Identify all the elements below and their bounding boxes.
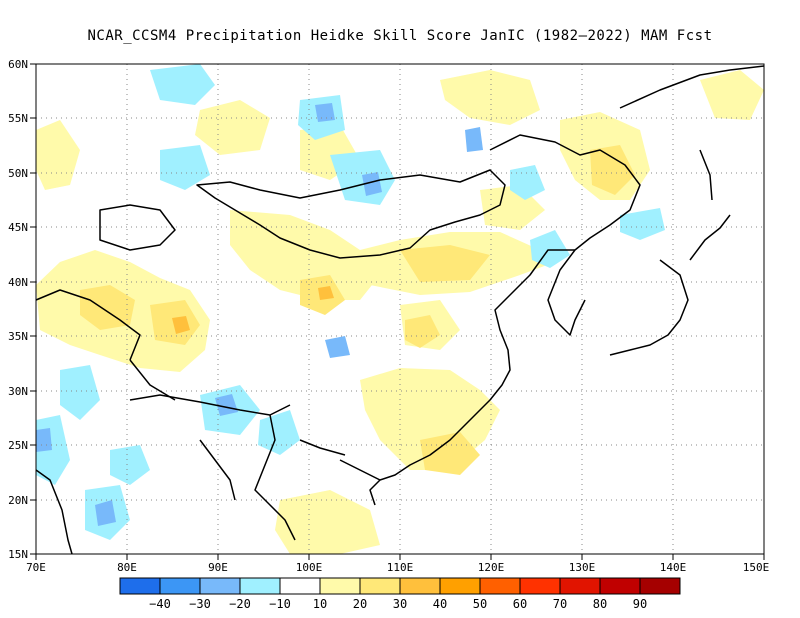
colorbar-swatch [480,578,520,594]
lat-label: 30N [8,385,28,398]
lat-label: 60N [8,58,28,71]
lon-label: 140E [660,561,687,574]
colorbar-label: −40 [149,597,171,611]
colorbar-label: 80 [593,597,607,611]
lon-label: 80E [117,561,137,574]
map-title: NCAR_CCSM4 Precipitation Heidke Skill Sc… [87,28,713,44]
colorbar-swatch [240,578,280,594]
colorbar-swatch [320,578,360,594]
colorbar-swatch [160,578,200,594]
lat-label: 45N [8,221,28,234]
colorbar-label: 30 [393,597,407,611]
colorbar-label: 60 [513,597,527,611]
colorbar-label: 90 [633,597,647,611]
colorbar-swatch [600,578,640,594]
colorbar-label: 20 [353,597,367,611]
colorbar-swatch [360,578,400,594]
colorbar-label: 70 [553,597,567,611]
lon-label: 100E [296,561,323,574]
colorbar-label: 50 [473,597,487,611]
colorbar-swatch [400,578,440,594]
colorbar-swatch [440,578,480,594]
latitude-labels: 15N 20N 25N 30N 35N 40N 45N 50N 55N 60N [8,58,28,561]
lon-label: 130E [569,561,596,574]
colorbar-swatch [120,578,160,594]
lat-label: 15N [8,548,28,561]
colorbar-swatch [280,578,320,594]
colorbar: −40 −30 −20 −10 10 20 30 40 50 60 70 80 … [119,577,681,611]
lat-label: 50N [8,167,28,180]
lon-label: 70E [26,561,46,574]
lat-label: 40N [8,276,28,289]
lon-label: 120E [478,561,505,574]
lat-label: 25N [8,439,28,452]
colorbar-swatch [200,578,240,594]
colorbar-swatch [640,578,680,594]
colorbar-label: 40 [433,597,447,611]
axis-ticks [30,63,765,560]
longitude-labels: 70E 80E 90E 100E 110E 120E 130E 140E 150… [26,561,769,574]
lat-label: 20N [8,494,28,507]
colorbar-swatch [560,578,600,594]
lat-label: 55N [8,112,28,125]
colorbar-label: 10 [313,597,327,611]
lon-label: 110E [387,561,414,574]
colorbar-swatch [520,578,560,594]
grid-lines [36,64,764,554]
colorbar-label: −10 [269,597,291,611]
lon-label: 150E [743,561,770,574]
lat-label: 35N [8,330,28,343]
lon-label: 90E [208,561,228,574]
coastlines-borders [36,65,764,554]
colorbar-label: −20 [229,597,251,611]
colorbar-label: −30 [189,597,211,611]
